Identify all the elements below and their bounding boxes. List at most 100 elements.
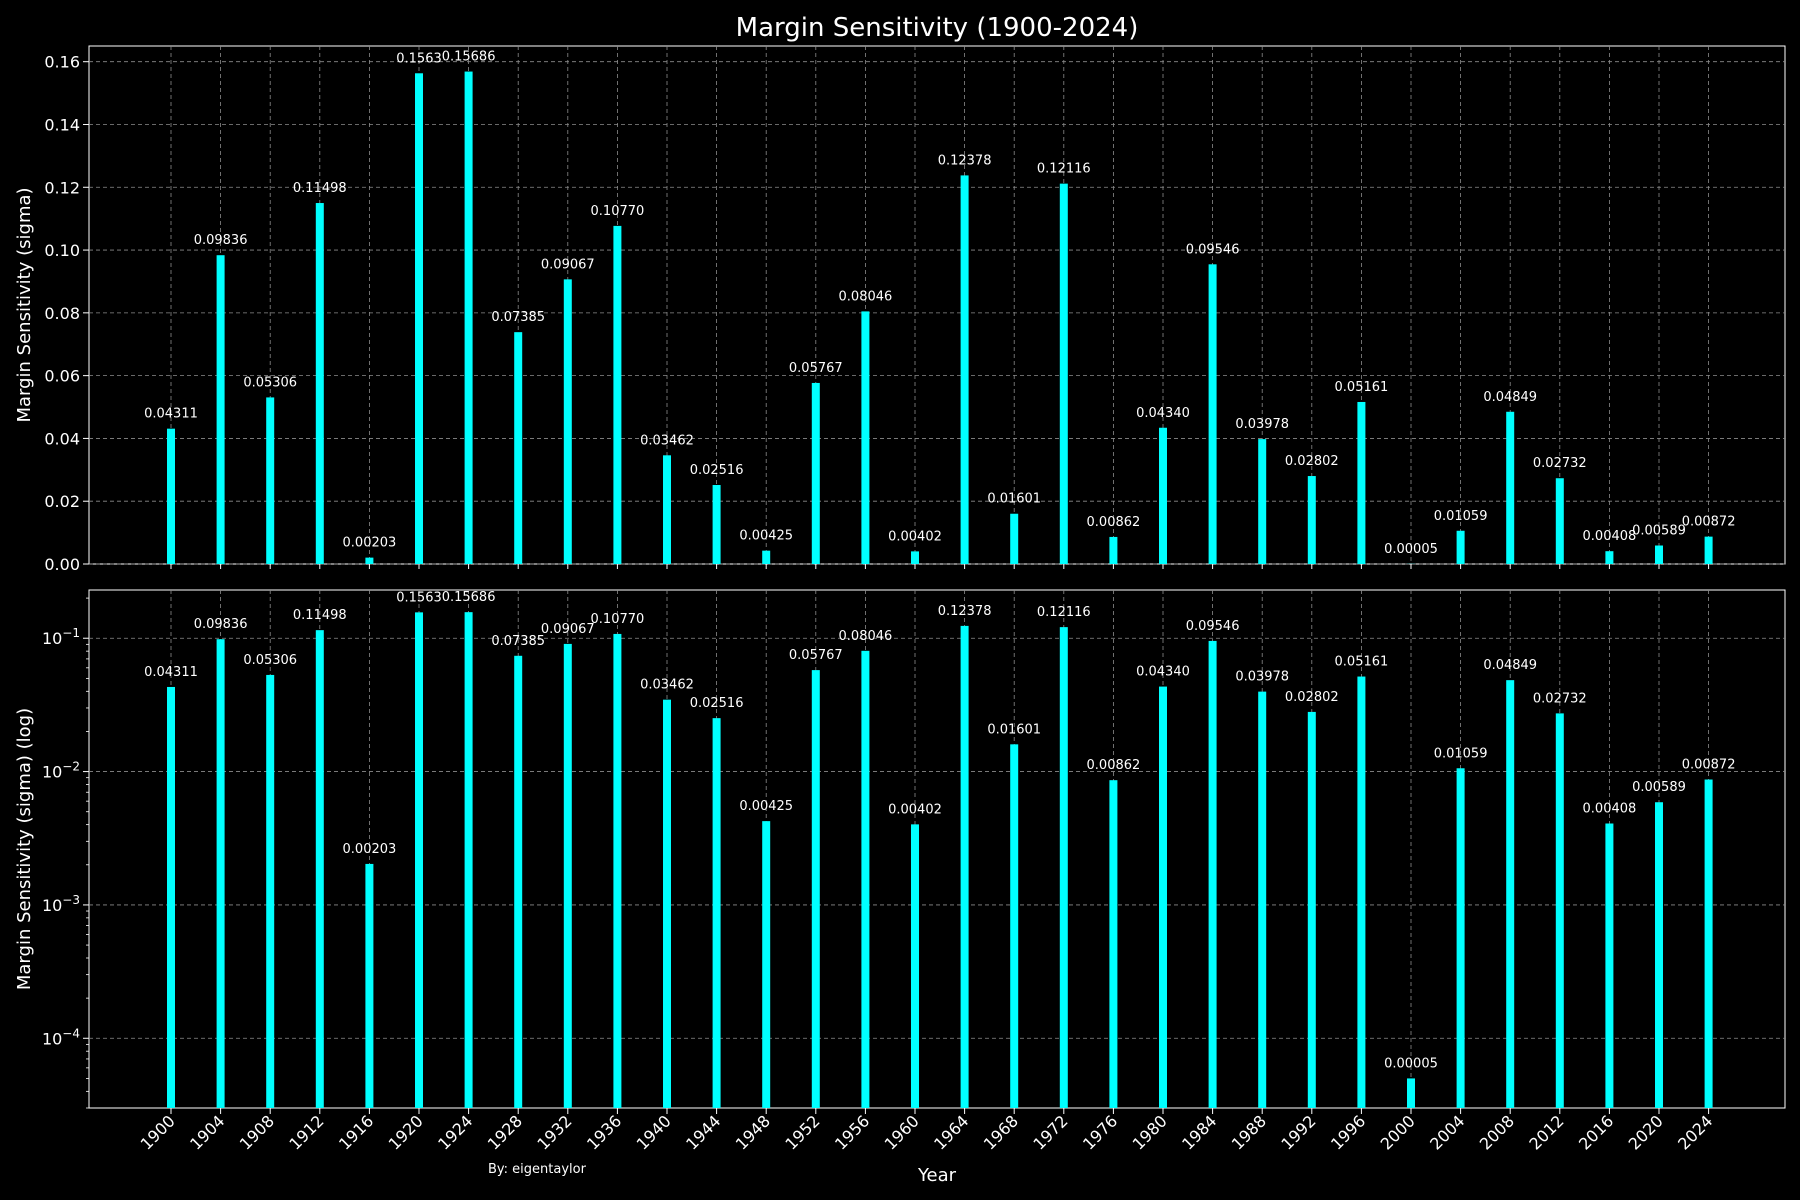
bars: 0.04311 0.09836 0.05306 0.11498 0.00203 0.156…	[144, 50, 1735, 565]
bar	[1655, 545, 1663, 564]
chart-title: Margin Sensitivity (1900-2024)	[736, 13, 1139, 43]
bar	[1258, 439, 1267, 564]
bar	[1307, 476, 1316, 564]
y-tick-label: 0.08	[44, 304, 80, 323]
data-label: 0.00589	[1632, 780, 1686, 795]
bar	[1605, 551, 1614, 564]
data-label: 0.02516	[690, 463, 744, 478]
data-label: 0.01601	[987, 722, 1041, 737]
data-label: 0.05161	[1335, 655, 1389, 670]
data-label: 0.00203	[343, 536, 397, 551]
bar	[762, 550, 771, 564]
bar	[1159, 686, 1167, 1108]
data-label: 0.08046	[839, 289, 893, 304]
bar	[365, 863, 374, 1108]
bar	[1208, 640, 1217, 1108]
bar	[1605, 823, 1614, 1108]
data-label: 0.01059	[1434, 746, 1488, 761]
y-tick-label: 0.16	[44, 53, 80, 72]
bar	[1456, 530, 1465, 564]
data-label: 0.00862	[1087, 758, 1141, 773]
bar	[1307, 711, 1316, 1108]
data-label: 0.03462	[640, 433, 694, 448]
data-label: 0.00402	[888, 802, 942, 817]
data-label: 0.09836	[194, 617, 248, 632]
data-label: 0.12378	[938, 604, 992, 619]
bar	[266, 397, 275, 564]
bar	[1109, 536, 1118, 564]
bar	[563, 643, 572, 1108]
data-label: 0.12378	[938, 153, 992, 168]
bar	[315, 203, 324, 565]
bar	[514, 655, 523, 1108]
data-label: 0.03978	[1235, 670, 1289, 685]
data-label: 0.04849	[1483, 658, 1537, 673]
bar	[811, 382, 820, 564]
y-tick-label: 10−4	[42, 1026, 80, 1048]
data-label: 0.11498	[293, 608, 347, 623]
data-label: 0.09546	[1186, 619, 1240, 634]
data-label: 0.09546	[1186, 242, 1240, 257]
bar	[1407, 1078, 1415, 1108]
log-panel: Margin Sensitivity (sigma) (log) 10−4 10−…	[14, 589, 1786, 1109]
bar	[167, 428, 175, 564]
bar	[960, 175, 969, 564]
bar	[1506, 411, 1515, 564]
data-label: 0.00005	[1384, 1056, 1438, 1071]
bar	[861, 650, 870, 1108]
data-label: 0.00402	[888, 529, 942, 544]
data-label: 0.1563	[396, 51, 442, 66]
bar	[712, 485, 721, 564]
bar	[1704, 779, 1713, 1108]
data-label: 0.00005	[1384, 542, 1438, 557]
bar	[762, 821, 771, 1108]
data-label: 0.02802	[1285, 454, 1339, 469]
bar	[1208, 264, 1217, 564]
data-label: 0.09067	[541, 257, 595, 272]
bar	[1555, 478, 1564, 564]
data-label: 0.09836	[194, 233, 248, 248]
data-label: 0.02516	[690, 696, 744, 711]
bar	[911, 551, 919, 564]
y-tick-label: 0.00	[44, 555, 80, 574]
y-tick-label: 0.12	[44, 178, 80, 197]
data-label: 0.05767	[789, 361, 843, 376]
data-label: 0.00872	[1682, 758, 1736, 773]
data-label: 0.00203	[343, 842, 397, 857]
data-label: 0.02802	[1285, 690, 1339, 705]
data-label: 0.07385	[491, 310, 545, 325]
bar	[1109, 780, 1118, 1108]
data-label: 0.00408	[1583, 529, 1637, 544]
data-label: 0.00862	[1087, 515, 1141, 530]
data-label: 0.00425	[739, 799, 793, 814]
bar	[663, 455, 671, 564]
y-tick-label: 0.06	[44, 367, 80, 386]
data-label: 0.02732	[1533, 691, 1587, 706]
log-plot-frame	[88, 589, 1786, 1109]
bar	[514, 332, 523, 564]
data-label: 0.04340	[1136, 665, 1190, 680]
data-label: 0.08046	[839, 629, 893, 644]
x-axis-label: Year	[917, 1165, 957, 1186]
data-label: 0.15686	[442, 50, 496, 65]
data-label: 0.04311	[144, 665, 198, 680]
log-y-axis-label: Margin Sensitivity (sigma) (log)	[14, 708, 35, 990]
bar	[464, 612, 473, 1108]
bar	[415, 612, 423, 1108]
data-label: 0.05161	[1335, 380, 1389, 395]
bar	[1655, 802, 1663, 1108]
data-label: 0.00425	[739, 529, 793, 544]
bar	[861, 311, 870, 564]
y-tick-label: 0.10	[44, 241, 80, 260]
bar	[1159, 427, 1167, 564]
data-label: 0.05767	[789, 648, 843, 663]
data-label: 0.11498	[293, 181, 347, 196]
data-label: 0.00589	[1632, 524, 1686, 539]
bar	[1456, 768, 1465, 1108]
data-label: 0.10770	[591, 204, 645, 219]
bar	[1258, 691, 1267, 1108]
bar	[415, 73, 423, 564]
data-label: 0.05306	[243, 653, 297, 668]
data-label: 0.1563	[396, 590, 442, 605]
